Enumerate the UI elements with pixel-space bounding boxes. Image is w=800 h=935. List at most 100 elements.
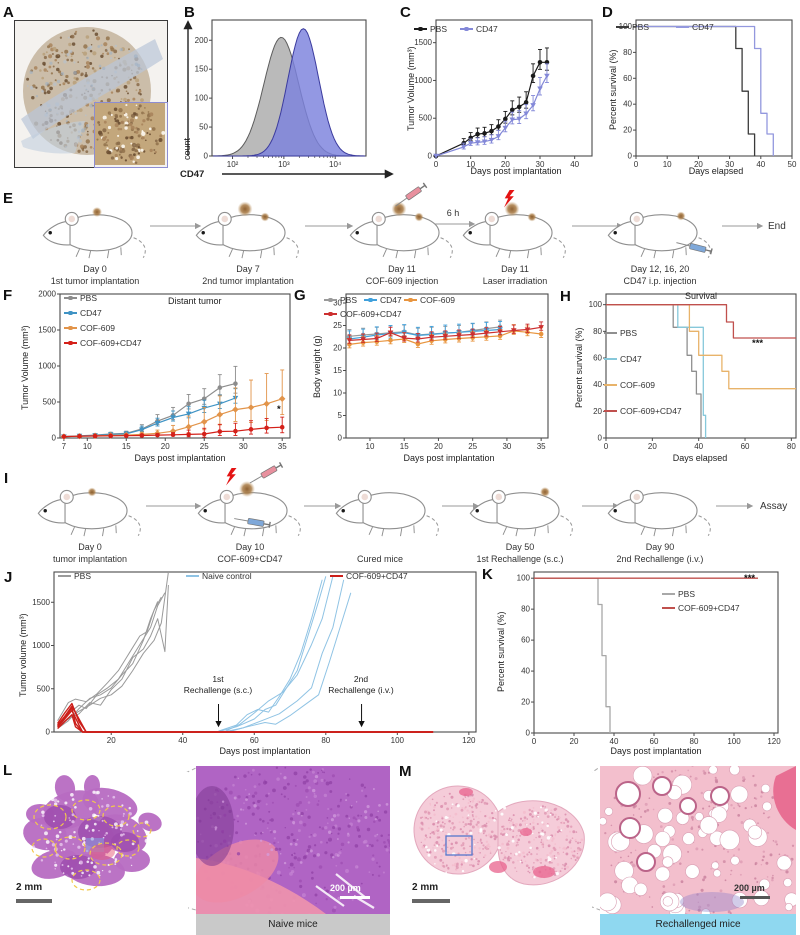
j-annotation-2: 2nd Rechallenge (i.v.)	[306, 674, 416, 696]
m-scale-bar	[412, 899, 450, 903]
svg-text:20: 20	[623, 126, 632, 135]
c-legend-cd47: CD47	[460, 24, 498, 34]
svg-text:80: 80	[690, 737, 699, 746]
k-legend-combo-text: COF-609+CD47	[678, 603, 740, 613]
d-legend-pbs: PBS	[616, 22, 649, 32]
svg-text:100: 100	[727, 737, 741, 746]
g-legend-cof-swatch	[404, 297, 417, 304]
g-legend-pbs-swatch	[324, 297, 337, 304]
tumor-volume-chart-c: 0 10 20 30 40 0 500 1000 1500	[414, 19, 593, 169]
k-xlabel: Days post implantation	[610, 746, 702, 756]
survival-chart-h: 0 20 40 60 80 0 20 40 60 80 100	[589, 293, 797, 451]
svg-text:Assay: Assay	[760, 501, 787, 512]
svg-text:20: 20	[593, 407, 602, 416]
ihc-inset	[94, 102, 168, 168]
svg-text:25: 25	[468, 442, 477, 451]
svg-text:1500: 1500	[32, 598, 50, 607]
svg-text:0: 0	[532, 737, 537, 746]
h-legend-pbs: PBS	[604, 328, 637, 338]
svg-text:100: 100	[195, 94, 209, 103]
j-annotation-1-line2: Rechallenge (s.c.)	[183, 685, 253, 695]
svg-text:tumor implantation: tumor implantation	[53, 554, 127, 564]
c-legend-pbs: PBS	[414, 24, 447, 34]
svg-text:1st tumor implantation: 1st tumor implantation	[51, 276, 140, 286]
g-legend-pbs: PBS	[324, 295, 357, 305]
svg-text:15: 15	[333, 366, 342, 375]
svg-text:5: 5	[338, 411, 343, 420]
svg-text:Day 7: Day 7	[236, 264, 260, 274]
svg-text:100: 100	[517, 574, 531, 583]
h-legend-combo: COF-609+CD47	[604, 406, 682, 416]
h-ylabel: Percent survival (%)	[574, 327, 584, 408]
treatment-schematic-e: Day 0 1st tumor implantation Day 7 2nd tumo…	[42, 182, 786, 286]
panel-h-label: H	[560, 288, 571, 305]
k-legend-pbs: PBS	[662, 589, 695, 599]
body-weight-chart-g: 10 15 20 25 30 35 0 5 10 15 20 25 30	[333, 293, 549, 451]
m-scale-label: 2 mm	[412, 882, 439, 893]
lung-section-naive	[10, 772, 188, 910]
lung-zoom-rechallenged	[600, 766, 796, 914]
svg-text:0: 0	[598, 434, 603, 443]
h-legend-cof: COF-609	[604, 380, 655, 390]
svg-text:Laser irradiation: Laser irradiation	[483, 276, 548, 286]
j-annotation-1: 1st Rechallenge (s.c.)	[163, 674, 273, 696]
j-legend-pbs-text: PBS	[74, 571, 92, 581]
svg-text:40: 40	[623, 100, 632, 109]
panel-c-label: C	[400, 4, 411, 21]
c-xlabel: Days post implantation	[470, 166, 562, 176]
svg-text:Cured mice: Cured mice	[357, 554, 403, 564]
svg-text:10⁴: 10⁴	[329, 160, 342, 169]
g-legend-cof: COF-609	[404, 295, 455, 305]
svg-text:0: 0	[634, 160, 639, 169]
svg-text:100: 100	[391, 736, 405, 745]
svg-text:20: 20	[521, 698, 530, 707]
svg-text:60: 60	[650, 737, 659, 746]
svg-text:100: 100	[589, 300, 603, 309]
svg-text:2nd Rechallenge (i.v.): 2nd Rechallenge (i.v.)	[617, 554, 704, 564]
lung-section-naive-art	[23, 775, 162, 891]
svg-text:2000: 2000	[38, 290, 56, 299]
svg-text:1000: 1000	[38, 362, 56, 371]
f-legend-pbs-swatch	[64, 295, 77, 302]
d-legend-cd47-swatch	[676, 24, 689, 31]
svg-text:0: 0	[204, 152, 209, 161]
svg-text:80: 80	[787, 442, 796, 451]
g-legend-cof-text: COF-609	[420, 295, 455, 305]
survival-chart-d: 01020304050020406080100	[619, 19, 797, 169]
h-xlabel: Days elapsed	[672, 453, 728, 463]
svg-text:0: 0	[628, 152, 633, 161]
d-legend-cd47: CD47	[676, 22, 714, 32]
svg-text:Day 12, 16, 20: Day 12, 16, 20	[631, 264, 690, 274]
svg-text:500: 500	[37, 684, 51, 693]
svg-text:1st Rechallenge (s.c.): 1st Rechallenge (s.c.)	[476, 554, 563, 564]
j-ylabel: Tumor volume (mm³)	[18, 613, 28, 697]
svg-text:End: End	[768, 221, 786, 232]
svg-text:15: 15	[400, 442, 409, 451]
svg-text:1000: 1000	[32, 641, 50, 650]
svg-text:10: 10	[83, 442, 92, 451]
j-xlabel: Days post implantation	[219, 746, 311, 756]
k-ylabel: Percent survival (%)	[496, 611, 506, 692]
j-legend-combo-swatch	[330, 573, 343, 580]
svg-text:120: 120	[462, 736, 476, 745]
panel-d-label: D	[602, 4, 613, 21]
svg-text:25: 25	[333, 321, 342, 330]
l-caption: Naive mice	[196, 914, 390, 935]
j-annotation-2-line2: Rechallenge (i.v.)	[328, 685, 394, 695]
j-legend-naive: Naive control	[186, 571, 252, 581]
svg-text:7: 7	[62, 442, 67, 451]
svg-text:20: 20	[694, 160, 703, 169]
svg-text:0: 0	[526, 729, 531, 738]
rechallenge-schematic-i: Day 0 tumor implantation Day 10 COF-609+CD4…	[37, 462, 787, 564]
svg-text:20: 20	[333, 344, 342, 353]
b-xlabel: CD47	[180, 169, 205, 180]
g-legend-combo-text: COF-609+CD47	[340, 309, 402, 319]
h-significance: ***	[752, 338, 764, 349]
h-legend-pbs-swatch	[604, 330, 617, 337]
c-legend-cd47-swatch	[460, 26, 473, 33]
j-annotation-2-line1: 2nd	[353, 674, 369, 684]
panel-g-label: G	[294, 287, 306, 304]
f-legend-combo-text: COF-609+CD47	[80, 338, 142, 348]
svg-text:10²: 10²	[227, 160, 239, 169]
m-zoom-scale-bar	[740, 896, 770, 899]
